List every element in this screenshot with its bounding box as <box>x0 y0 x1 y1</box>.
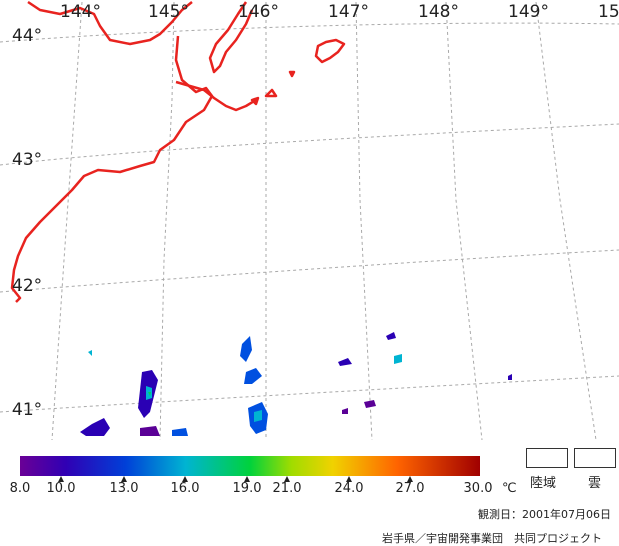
sst-patch-south-2 <box>172 428 188 436</box>
cloud-key-swatch <box>574 448 616 468</box>
island-habomai-1 <box>264 88 278 98</box>
parallel-41 <box>0 375 619 413</box>
lat-label-44: 44° <box>12 26 43 46</box>
tick-label-19: 19.0 <box>232 481 262 496</box>
temperature-color-scale <box>20 456 480 476</box>
tick-label-10: 10.0 <box>46 481 76 496</box>
coastline-hokkaido <box>10 0 214 303</box>
tick-mark-13 <box>121 476 127 482</box>
meridian-148 <box>445 1 483 440</box>
tick-label-30: 30.0 <box>463 481 493 496</box>
credit-text: 岩手県／宇宙開発事業団 共同プロジェクト <box>382 532 602 545</box>
sst-patch-west-green <box>148 392 151 396</box>
sst-patch-east-5 <box>342 408 348 414</box>
tick-mark-16 <box>182 476 188 482</box>
tick-label-27: 27.0 <box>395 481 425 496</box>
land-key-swatch <box>526 448 568 468</box>
lat-label-43: 43° <box>12 150 43 170</box>
island-habomai-2 <box>250 96 260 106</box>
meridian-149 <box>535 1 597 440</box>
sst-patch-north-2 <box>244 368 262 384</box>
tick-mark-19 <box>244 476 250 482</box>
color-scale-ticks <box>58 476 413 482</box>
sst-patch-center-core <box>254 410 262 422</box>
observation-date: 観測日：2001年07月06日 <box>478 508 611 521</box>
lon-label-148: 148° <box>418 2 459 22</box>
sst-patch-south-1 <box>140 426 160 436</box>
sst-patch-east-1 <box>338 358 352 366</box>
lon-label-144: 144° <box>60 2 101 22</box>
parallel-44 <box>0 22 619 43</box>
tick-label-24: 24.0 <box>334 481 364 496</box>
sst-patches <box>80 332 512 436</box>
tick-mark-10 <box>58 476 64 482</box>
color-scale-gradient <box>20 456 480 476</box>
coastline-shiretoko <box>208 1 254 74</box>
sst-patch-east-2 <box>394 354 402 364</box>
meridian-147 <box>355 1 373 440</box>
island-small-1 <box>288 70 296 78</box>
sst-patch-small-1 <box>88 350 92 356</box>
island-shikotan <box>314 38 346 64</box>
lat-label-41: 41° <box>12 400 43 420</box>
coastline-nemuro <box>175 80 257 112</box>
tick-label-8: 8.0 <box>9 481 31 496</box>
lon-label-150: 15 <box>598 2 619 22</box>
graticule <box>0 1 619 440</box>
lon-label-147: 147° <box>328 2 369 22</box>
tick-mark-27 <box>407 476 413 482</box>
lon-label-145: 145° <box>148 2 189 22</box>
sst-patch-east-6 <box>508 374 512 380</box>
tick-label-16: 16.0 <box>170 481 200 496</box>
meridian-144 <box>51 1 83 440</box>
tick-label-21: 21.0 <box>272 481 302 496</box>
meridian-145 <box>159 1 175 440</box>
lat-label-42: 42° <box>12 276 43 296</box>
sst-patch-east-4 <box>364 400 376 408</box>
sea-surface-temperature-map <box>0 0 619 440</box>
cloud-key-label: 雲 <box>588 476 602 491</box>
tick-label-13: 13.0 <box>109 481 139 496</box>
coastline <box>10 0 346 303</box>
tick-mark-24 <box>346 476 352 482</box>
land-key-label: 陸域 <box>530 476 557 491</box>
lon-label-146: 146° <box>238 2 279 22</box>
sst-patch-east-3 <box>386 332 396 340</box>
parallel-43 <box>0 123 619 166</box>
tick-mark-21 <box>284 476 290 482</box>
sst-patch-north-1 <box>240 336 252 362</box>
parallel-42 <box>0 249 619 293</box>
lon-label-149: 149° <box>508 2 549 22</box>
temperature-unit: ℃ <box>502 481 517 496</box>
sst-patch-southwest <box>80 418 110 436</box>
